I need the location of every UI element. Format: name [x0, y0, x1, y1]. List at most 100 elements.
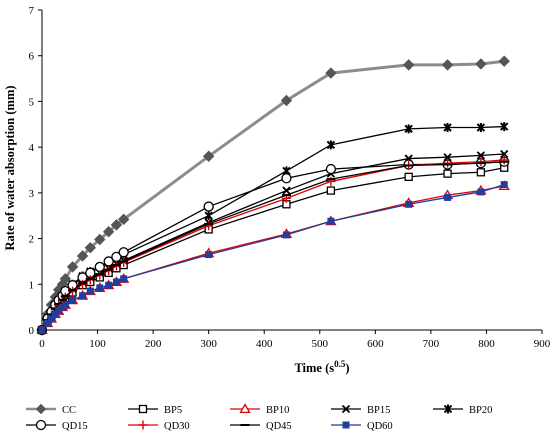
data-point-bp15	[476, 151, 486, 160]
data-point-bp15	[282, 186, 291, 195]
legend-marker-qd30	[138, 420, 148, 430]
data-point-bp15	[443, 153, 452, 162]
x-tick-label: 500	[312, 338, 329, 350]
data-point-bp20	[500, 122, 509, 132]
data-point-qd60	[327, 217, 335, 225]
data-point-qd15	[94, 261, 105, 273]
data-point-cc	[84, 242, 97, 254]
data-point-bp5	[404, 172, 413, 182]
legend-label-qd60: QD60	[367, 421, 393, 432]
data-point-cc	[110, 219, 123, 231]
x-tick-label: 300	[200, 338, 217, 350]
series-layer	[36, 55, 510, 336]
y-tick-label: 5	[29, 96, 35, 108]
x-tick-label: 400	[256, 338, 273, 350]
axes: 0 100 200 300 400 500 600 700 800 900 0 1 2 3 4 5 6 7	[29, 5, 550, 350]
data-point-bp20	[443, 122, 452, 132]
data-point-qd60	[38, 326, 46, 334]
data-point-qd60	[96, 284, 104, 292]
legend-label-qd45: QD45	[266, 421, 292, 432]
data-point-qd30	[443, 158, 453, 168]
data-point-cc	[66, 261, 79, 273]
data-point-cc	[94, 233, 106, 246]
legend-label-bp5: BP5	[164, 405, 182, 416]
data-point-bp5	[326, 186, 336, 195]
x-tick-label: 900	[534, 338, 550, 350]
legend-item-bp20: BP20	[433, 404, 492, 416]
y-tick-label: 6	[29, 51, 35, 63]
data-point-qd60	[55, 307, 63, 315]
series-line-qd30	[41, 159, 505, 331]
data-point-qd60	[69, 296, 77, 304]
data-point-bp15	[500, 149, 509, 159]
y-tick-label: 4	[29, 142, 35, 154]
legend-item-qd30: QD30	[128, 420, 190, 432]
data-point-cc	[475, 58, 487, 70]
legend-marker-cc	[35, 403, 47, 415]
data-point-qd15	[203, 201, 214, 212]
data-point-cc	[402, 59, 415, 71]
data-point-qd60	[112, 278, 120, 286]
legend: CC BP5 BP10 BP15 BP20 QD15 QD30 QD45 QD60	[26, 403, 492, 432]
series-line-qd15	[41, 161, 505, 331]
y-tick-label: 1	[29, 279, 35, 291]
legend-marker-bp5	[138, 404, 148, 414]
data-point-qd15	[281, 173, 292, 184]
data-point-qd60	[500, 181, 508, 189]
y-axis-title: Rate of water absorption (mm)	[3, 85, 17, 250]
legend-item-cc: CC	[26, 403, 76, 416]
x-tick-label: 700	[423, 338, 440, 350]
data-point-qd60	[44, 319, 52, 327]
x-tick-label: 600	[367, 338, 384, 350]
series-line-bp15	[41, 153, 505, 331]
data-point-qd15	[325, 163, 337, 175]
legend-marker-bp15	[341, 404, 351, 414]
data-point-qd15	[118, 247, 129, 258]
data-point-qd60	[86, 287, 94, 295]
series-qd45	[37, 160, 509, 331]
data-point-cc	[325, 67, 337, 79]
series-qd60	[38, 181, 508, 334]
data-point-qd60	[79, 292, 87, 300]
data-point-cc	[202, 150, 215, 162]
data-point-qd60	[61, 301, 69, 309]
data-point-bp20	[326, 140, 336, 150]
data-point-cc	[59, 273, 72, 285]
y-tick-label: 0	[29, 325, 35, 337]
series-bp5	[37, 163, 509, 335]
legend-item-bp15: BP15	[331, 404, 390, 416]
data-point-cc	[117, 213, 130, 226]
legend-label-qd30: QD30	[164, 421, 190, 432]
legend-label-cc: CC	[62, 405, 76, 416]
data-point-bp20	[404, 124, 413, 134]
legend-item-bp10: BP10	[230, 403, 289, 416]
y-tick-label: 2	[29, 234, 35, 246]
data-point-bp20	[476, 122, 486, 132]
data-point-qd30	[499, 155, 509, 165]
data-point-bp5	[476, 168, 486, 177]
x-tick-label: 800	[478, 338, 495, 350]
legend-label-bp10: BP10	[266, 405, 289, 416]
data-point-cc	[441, 59, 454, 71]
data-point-bp5	[443, 169, 452, 178]
x-axis-title: Time (s0.5)	[294, 359, 349, 375]
data-point-bp20	[204, 211, 213, 221]
x-axis-title-superscript: 0.5	[334, 359, 346, 369]
x-tick-label: 100	[89, 338, 106, 350]
data-point-cc	[102, 226, 115, 238]
legend-marker-bp20	[443, 404, 453, 414]
data-point-qd60	[205, 251, 213, 259]
data-point-qd60	[405, 200, 413, 208]
data-point-qd15	[103, 256, 114, 267]
legend-marker-bp10	[239, 403, 251, 414]
data-point-cc	[498, 55, 510, 67]
y-tick-label: 3	[29, 188, 35, 200]
legend-item-bp5: BP5	[128, 404, 182, 416]
series-qd15	[36, 156, 510, 336]
data-point-qd60	[105, 281, 113, 289]
series-qd30	[37, 155, 509, 335]
y-tick-label: 7	[29, 5, 35, 17]
data-point-qd60	[120, 275, 128, 283]
legend-label-bp15: BP15	[367, 405, 390, 416]
